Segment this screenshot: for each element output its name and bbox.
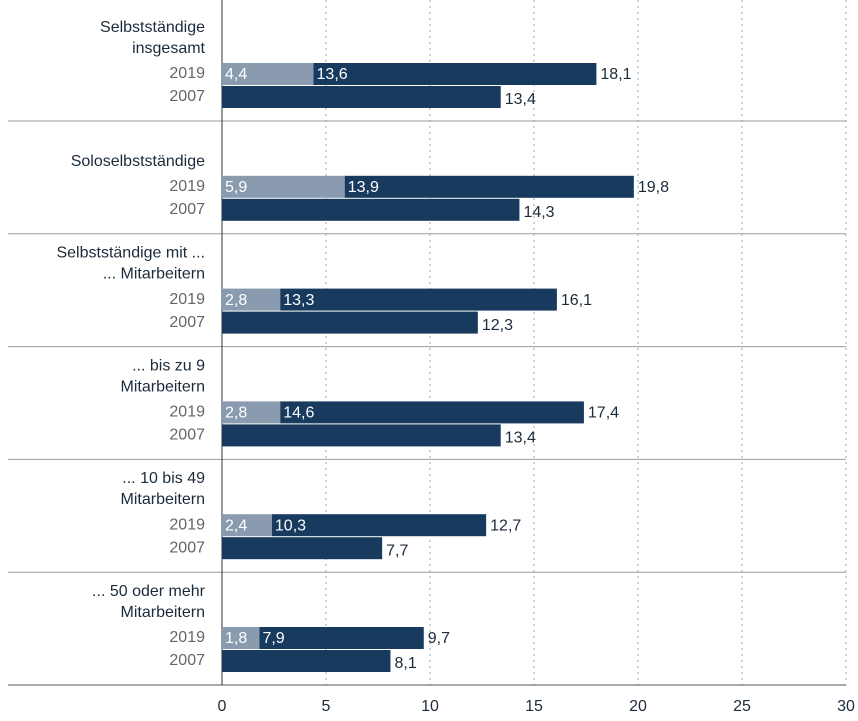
value-label: 10,3 bbox=[275, 517, 306, 534]
year-label: 2019 bbox=[169, 65, 205, 82]
bar bbox=[222, 175, 345, 198]
bar bbox=[271, 514, 487, 537]
value-label: 2,8 bbox=[225, 292, 247, 309]
bar bbox=[222, 86, 501, 108]
x-tick-label: 15 bbox=[525, 698, 543, 715]
bar bbox=[222, 424, 501, 447]
year-label: 2007 bbox=[169, 539, 205, 556]
value-label: 13,9 bbox=[348, 179, 379, 196]
value-label: 14,3 bbox=[523, 204, 554, 221]
total-label: 12,7 bbox=[490, 517, 521, 534]
bar bbox=[222, 401, 281, 424]
value-label: 14,6 bbox=[283, 405, 314, 422]
total-label: 18,1 bbox=[600, 66, 631, 83]
value-label: 13,4 bbox=[505, 430, 536, 447]
value-label: 4,4 bbox=[225, 66, 247, 83]
x-tick-label: 0 bbox=[218, 698, 227, 715]
total-label: 19,8 bbox=[638, 179, 669, 196]
year-label: 2007 bbox=[169, 427, 205, 444]
bar bbox=[280, 288, 557, 311]
value-label: 13,6 bbox=[317, 66, 348, 83]
value-label: 13,4 bbox=[505, 91, 536, 108]
year-label: 2007 bbox=[169, 88, 205, 105]
total-label: 16,1 bbox=[561, 292, 592, 309]
category-label: Selbstständige mit ...... Mitarbeitern bbox=[56, 245, 205, 283]
year-label: 2019 bbox=[169, 404, 205, 421]
category-label: ... 50 oder mehr Mitarbeitern bbox=[92, 583, 206, 621]
x-tick-label: 30 bbox=[837, 698, 855, 715]
bar bbox=[222, 311, 478, 334]
bar bbox=[280, 401, 584, 424]
x-tick-label: 25 bbox=[733, 698, 751, 715]
category-label: Soloselbstständige bbox=[71, 153, 205, 170]
value-label: 12,3 bbox=[482, 317, 513, 334]
x-tick-label: 5 bbox=[322, 698, 331, 715]
year-label: 2019 bbox=[169, 291, 205, 308]
category-label: Selbstständige insgesamt bbox=[100, 19, 206, 57]
bar bbox=[222, 627, 260, 649]
year-label: 2007 bbox=[169, 652, 205, 669]
bar bbox=[344, 175, 634, 198]
x-tick-label: 10 bbox=[421, 698, 439, 715]
total-label: 17,4 bbox=[588, 405, 619, 422]
value-label: 1,8 bbox=[225, 630, 247, 647]
bar bbox=[222, 63, 314, 85]
bar bbox=[222, 537, 383, 560]
category-label: ... 10 bis 49 Mitarbeitern bbox=[121, 470, 206, 508]
bar bbox=[222, 514, 272, 537]
year-label: 2019 bbox=[169, 178, 205, 195]
category-label: ... bis zu 9 Mitarbeitern bbox=[121, 358, 206, 396]
year-label: 2019 bbox=[169, 516, 205, 533]
value-label: 13,3 bbox=[283, 292, 314, 309]
value-label: 5,9 bbox=[225, 179, 247, 196]
value-label: 2,8 bbox=[225, 405, 247, 422]
bar bbox=[259, 627, 424, 649]
value-label: 2,4 bbox=[225, 517, 247, 534]
year-label: 2019 bbox=[169, 629, 205, 646]
value-label: 7,9 bbox=[262, 630, 284, 647]
total-label: 9,7 bbox=[428, 630, 450, 647]
year-label: 2007 bbox=[169, 314, 205, 331]
value-label: 7,7 bbox=[386, 542, 408, 559]
bar bbox=[222, 288, 281, 311]
bar bbox=[222, 650, 391, 672]
value-label: 8,1 bbox=[394, 655, 416, 672]
year-label: 2007 bbox=[169, 201, 205, 218]
bar bbox=[222, 198, 520, 221]
x-tick-label: 20 bbox=[629, 698, 647, 715]
bar bbox=[313, 63, 597, 85]
